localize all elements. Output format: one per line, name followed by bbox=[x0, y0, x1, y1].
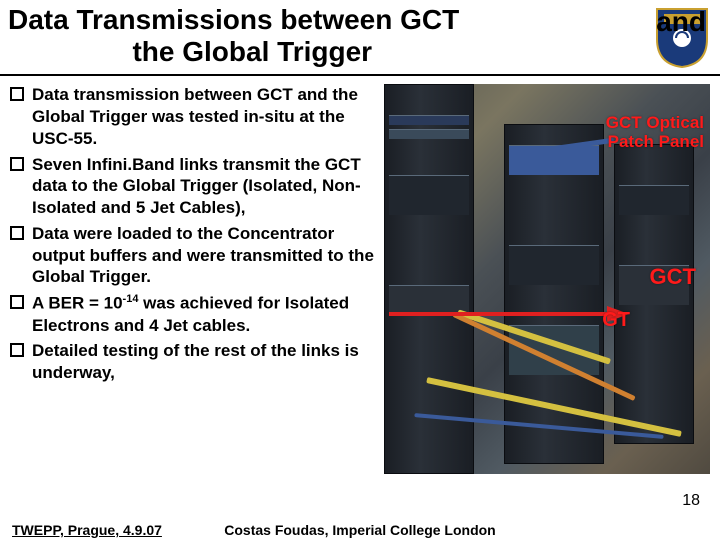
footer-center: Costas Foudas, Imperial College London bbox=[224, 522, 495, 538]
patch-panel-line2: Patch Panel bbox=[608, 132, 704, 151]
title-and: and bbox=[656, 6, 706, 38]
equipment-icon bbox=[389, 129, 469, 139]
content-row: Data transmission between GCT and the Gl… bbox=[0, 76, 720, 476]
footer: TWEPP, Prague, 4.9.07 Costas Foudas, Imp… bbox=[0, 522, 720, 540]
slide-title: Data Transmissions between GCT the Globa… bbox=[8, 4, 712, 68]
list-item: Data were loaded to the Concentrator out… bbox=[10, 223, 374, 288]
title-bar: Data Transmissions between GCT the Globa… bbox=[0, 0, 720, 76]
equipment-icon bbox=[509, 245, 599, 285]
bullet-box-icon bbox=[10, 343, 24, 357]
photo-label-gct: GCT bbox=[650, 264, 696, 290]
list-item: A BER = 10-14 was achieved for Isolated … bbox=[10, 292, 374, 336]
bullet-box-icon bbox=[10, 295, 24, 309]
bullet-text: Detailed testing of the rest of the link… bbox=[32, 340, 374, 384]
bullet-list: Data transmission between GCT and the Gl… bbox=[10, 84, 380, 476]
arrow-icon bbox=[389, 304, 629, 324]
bullet-text: Data were loaded to the Concentrator out… bbox=[32, 223, 374, 288]
equipment-icon bbox=[389, 115, 469, 125]
bullet-text: Seven Infini.Band links transmit the GCT… bbox=[32, 154, 374, 219]
ber-exponent: -14 bbox=[123, 293, 139, 305]
title-line-1: Data Transmissions between GCT bbox=[8, 4, 459, 35]
bullet-box-icon bbox=[10, 226, 24, 240]
list-item: Data transmission between GCT and the Gl… bbox=[10, 84, 374, 149]
bullet-text: Data transmission between GCT and the Gl… bbox=[32, 84, 374, 149]
bullet-box-icon bbox=[10, 157, 24, 171]
ber-prefix: A BER = 10 bbox=[32, 294, 123, 313]
list-item: Detailed testing of the rest of the link… bbox=[10, 340, 374, 384]
photo-label-gt: GT bbox=[602, 309, 630, 332]
equipment-icon bbox=[619, 185, 689, 215]
photo-panel: GCT Optical Patch Panel GCT GT bbox=[384, 84, 710, 476]
bullet-text-ber: A BER = 10-14 was achieved for Isolated … bbox=[32, 292, 374, 336]
patch-panel-line1: GCT Optical bbox=[606, 113, 704, 132]
photo-label-patch-panel: GCT Optical Patch Panel bbox=[606, 114, 704, 151]
bullet-box-icon bbox=[10, 87, 24, 101]
page-number: 18 bbox=[682, 492, 700, 510]
rack-icon bbox=[614, 144, 694, 444]
footer-left: TWEPP, Prague, 4.9.07 bbox=[12, 522, 162, 538]
title-line-2: the Global Trigger bbox=[132, 36, 372, 67]
equipment-icon bbox=[389, 175, 469, 215]
list-item: Seven Infini.Band links transmit the GCT… bbox=[10, 154, 374, 219]
